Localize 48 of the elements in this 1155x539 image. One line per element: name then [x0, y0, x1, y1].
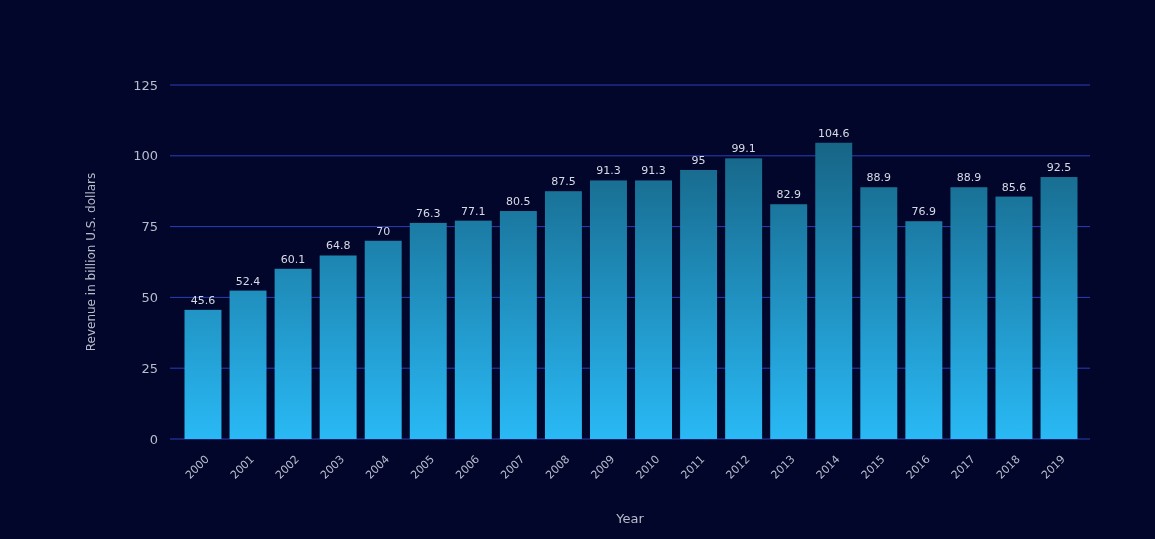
- bar: [905, 221, 943, 439]
- y-tick-label: 125: [133, 77, 158, 93]
- data-label: 76.3: [416, 206, 441, 220]
- bar: [995, 196, 1033, 439]
- bar: [770, 204, 808, 439]
- bar: [680, 169, 718, 439]
- bar: [184, 309, 222, 439]
- bar: [229, 290, 267, 439]
- y-tick-label: 0: [149, 431, 158, 447]
- bar: [725, 158, 763, 439]
- data-label: 104.6: [818, 126, 850, 140]
- data-label: 76.9: [911, 205, 937, 219]
- bar: [950, 187, 988, 439]
- data-label: 77.1: [461, 204, 486, 218]
- data-label: 85.6: [1001, 180, 1027, 194]
- data-label: 70: [376, 224, 391, 238]
- data-label: 60.1: [280, 252, 306, 266]
- bar: [274, 268, 312, 439]
- bar: [454, 220, 492, 439]
- y-tick-label: 75: [141, 219, 158, 235]
- data-label: 91.3: [596, 164, 621, 178]
- bar: [860, 187, 898, 439]
- bar: [815, 142, 853, 439]
- data-label: 92.5: [1046, 161, 1072, 175]
- bar: [544, 191, 582, 439]
- bar: [499, 211, 537, 439]
- data-label: 95: [691, 153, 706, 167]
- y-tick-label: 50: [141, 289, 158, 305]
- bar: [319, 255, 357, 439]
- data-label: 91.3: [641, 164, 666, 178]
- y-tick-label: 100: [133, 148, 158, 164]
- y-tick-label: 25: [141, 360, 158, 376]
- bar: [1040, 177, 1078, 439]
- data-label: 99.1: [731, 142, 756, 156]
- bar: [590, 180, 627, 439]
- data-label: 80.5: [506, 195, 531, 209]
- data-label: 45.6: [190, 293, 216, 307]
- data-label: 52.4: [235, 274, 261, 288]
- data-label: 88.9: [866, 171, 892, 185]
- bar: [635, 180, 672, 439]
- data-label: 87.5: [551, 175, 576, 189]
- x-axis-title: Year: [615, 511, 645, 526]
- bar: [364, 240, 402, 439]
- y-axis-title: Revenue in billion U.S. dollars: [84, 172, 98, 352]
- data-label: 64.8: [325, 239, 351, 253]
- data-label: 82.9: [776, 188, 801, 202]
- data-label: 88.9: [956, 171, 982, 185]
- bar: [409, 222, 447, 439]
